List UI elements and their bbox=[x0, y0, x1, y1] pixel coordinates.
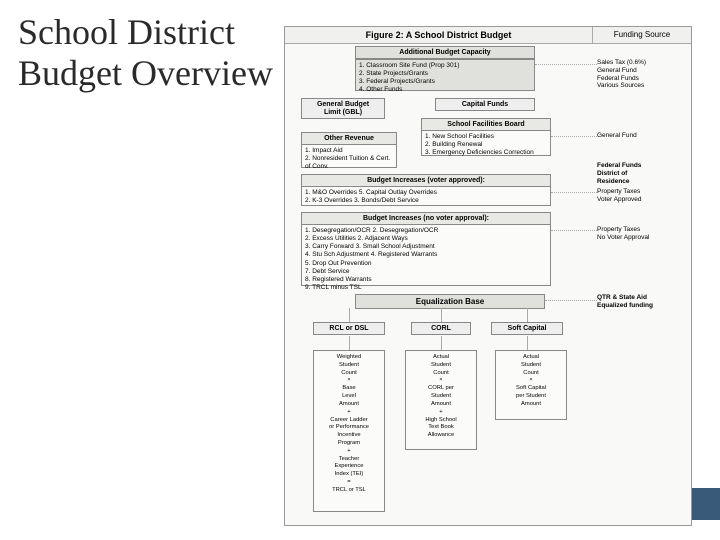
equalization-header: Equalization Base bbox=[355, 294, 545, 309]
title-line-2: Budget Overview bbox=[18, 53, 273, 93]
funding-equalization: QTR & State Aid Equalized funding bbox=[597, 294, 687, 310]
dotted-line-5 bbox=[545, 300, 597, 301]
funding-source-header: Funding Source bbox=[593, 27, 691, 43]
additional-capacity-header: Additional Budget Capacity bbox=[355, 46, 535, 59]
dotted-line-3 bbox=[551, 192, 597, 193]
funding-voter: Property Taxes Voter Approved bbox=[597, 188, 687, 204]
connector-4 bbox=[349, 336, 350, 350]
soft-capital-header: Soft Capital bbox=[491, 322, 563, 335]
funding-no-voter: Property Taxes No Voter Approval bbox=[597, 226, 687, 242]
dotted-line-1 bbox=[535, 64, 597, 65]
corl-header: CORL bbox=[411, 322, 471, 335]
dotted-line-4 bbox=[551, 230, 597, 231]
connector-2 bbox=[441, 308, 442, 322]
connector-5 bbox=[441, 336, 442, 350]
title-line-1: School District bbox=[18, 12, 235, 52]
slide-title: School District Budget Overview bbox=[18, 12, 273, 95]
diagram-header: Figure 2: A School District Budget Fundi… bbox=[285, 27, 691, 44]
funding-other-revenue: Federal Funds District of Residence bbox=[597, 162, 687, 185]
connector-6 bbox=[527, 336, 528, 350]
gbl-header: General Budget Limit (GBL) bbox=[301, 98, 385, 119]
connector-1 bbox=[349, 308, 350, 322]
figure-title: Figure 2: A School District Budget bbox=[285, 27, 593, 43]
other-revenue-items: 1. Impact Aid 2. Nonresident Tuition & C… bbox=[301, 144, 397, 168]
funding-additional: Sales Tax (0.6%) General Fund Federal Fu… bbox=[597, 59, 687, 90]
calc-soft: Actual Student Count × Soft Capital per … bbox=[495, 350, 567, 420]
diagram-body: Additional Budget Capacity 1. Classroom … bbox=[285, 44, 691, 522]
calc-rcl: Weighted Student Count × Base Level Amou… bbox=[313, 350, 385, 512]
budget-diagram: Figure 2: A School District Budget Fundi… bbox=[284, 26, 692, 526]
dotted-line-2 bbox=[551, 136, 597, 137]
capital-funds-header: Capital Funds bbox=[435, 98, 535, 111]
no-voter-items: 1. Desegregation/OCR 2. Desegregation/OC… bbox=[301, 224, 551, 286]
connector-3 bbox=[527, 308, 528, 322]
calc-corl: Actual Student Count × CORL per Student … bbox=[405, 350, 477, 450]
funding-sfb: General Fund bbox=[597, 132, 687, 140]
rcl-header: RCL or DSL bbox=[313, 322, 385, 335]
sfb-items: 1. New School Facilities 2. Building Ren… bbox=[421, 130, 551, 156]
voter-approved-items: 1. M&O Overrides 5. Capital Outlay Overr… bbox=[301, 186, 551, 206]
additional-capacity-items: 1. Classroom Site Fund (Prop 301) 2. Sta… bbox=[355, 59, 535, 91]
